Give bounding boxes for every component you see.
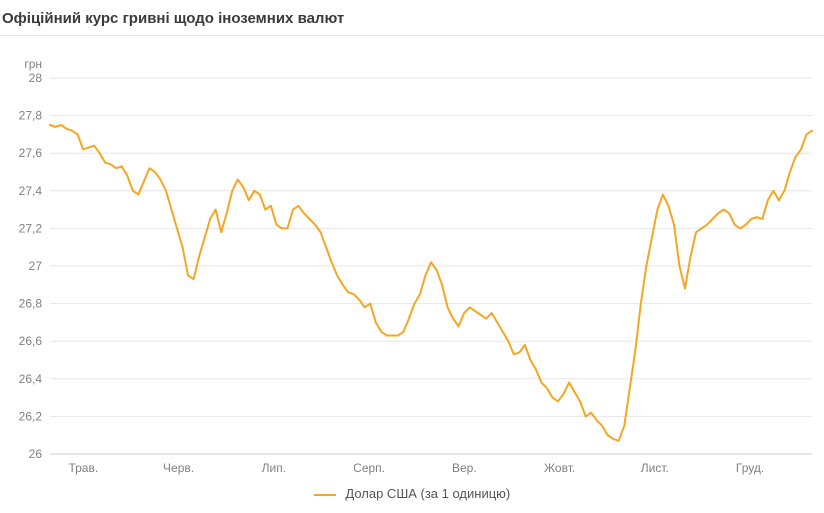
x-tick-label: Трав. bbox=[68, 461, 98, 475]
legend: Долар США (за 1 одиницю) bbox=[0, 480, 824, 511]
chart-area: 26 26,2 26,4 26,6 26,8 27 27,2 27,4 27,6 27,8 28гр… bbox=[0, 36, 824, 480]
y-unit-label: грн bbox=[24, 57, 42, 71]
x-tick-label: Вер. bbox=[452, 461, 477, 475]
y-tick-label: 27,6 bbox=[19, 146, 43, 160]
x-tick-label: Жовт. bbox=[544, 461, 575, 475]
x-tick-label: Груд. bbox=[736, 461, 764, 475]
y-tick-label: 26,4 bbox=[19, 372, 43, 386]
y-tick-label: 27 bbox=[29, 259, 43, 273]
y-tick-label: 26,6 bbox=[19, 334, 43, 348]
x-tick-label: Черв. bbox=[163, 461, 194, 475]
x-tick-label: Лист. bbox=[641, 461, 669, 475]
y-tick-label: 26,2 bbox=[19, 409, 43, 423]
x-tick-label: Лип. bbox=[262, 461, 286, 475]
y-tick-label: 27,8 bbox=[19, 109, 43, 123]
legend-swatch bbox=[314, 494, 336, 496]
y-tick-label: 26 bbox=[29, 447, 43, 461]
y-tick-label: 27,2 bbox=[19, 221, 43, 235]
y-tick-label: 26,8 bbox=[19, 297, 43, 311]
y-tick-label: 27,4 bbox=[19, 184, 43, 198]
line-chart: 26 26,2 26,4 26,6 26,8 27 27,2 27,4 27,6 27,8 28гр… bbox=[0, 50, 824, 480]
x-tick-label: Серп. bbox=[353, 461, 385, 475]
legend-label: Долар США (за 1 одиницю) bbox=[345, 486, 510, 501]
chart-title: Офіційний курс гривні щодо іноземних вал… bbox=[0, 0, 824, 36]
y-tick-label: 28 bbox=[29, 71, 43, 85]
